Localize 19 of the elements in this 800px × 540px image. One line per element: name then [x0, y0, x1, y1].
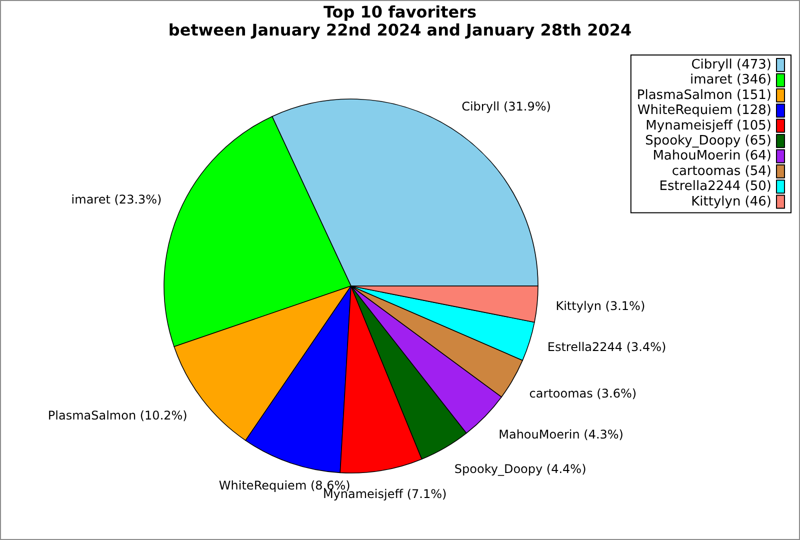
data-label: PlasmaSalmon (10.2%) [48, 408, 188, 423]
legend-label: Kittylyn (46) [691, 194, 772, 210]
data-label: Estrella2244 (3.4%) [547, 340, 666, 354]
legend-label: imaret (346) [690, 72, 772, 88]
chart-title: Top 10 favoriters between January 22nd 2024 and January 28th 2024 [168, 2, 632, 40]
data-label: imaret (23.3%) [71, 192, 162, 206]
legend-label: Mynameisjeff (105) [646, 118, 772, 134]
legend-label: Estrella2244 (50) [659, 179, 772, 194]
data-label: cartoomas (3.6%) [529, 386, 637, 401]
data-label: MahouMoerin (4.3%) [498, 427, 624, 442]
legend-label: WhiteRequiem (128) [637, 103, 772, 118]
legend-label: MahouMoerin (64) [652, 148, 772, 164]
data-label: Cibryll (31.9%) [462, 100, 551, 114]
data-label: Spooky_Doopy (4.4%) [454, 462, 586, 476]
legend-label: cartoomas (54) [672, 164, 772, 179]
data-label: Kittylyn (3.1%) [556, 299, 646, 314]
legend-label: PlasmaSalmon (151) [636, 88, 772, 103]
legend-label: Spooky_Doopy (65) [645, 134, 772, 148]
legend-label: Cibryll (473) [691, 58, 772, 72]
